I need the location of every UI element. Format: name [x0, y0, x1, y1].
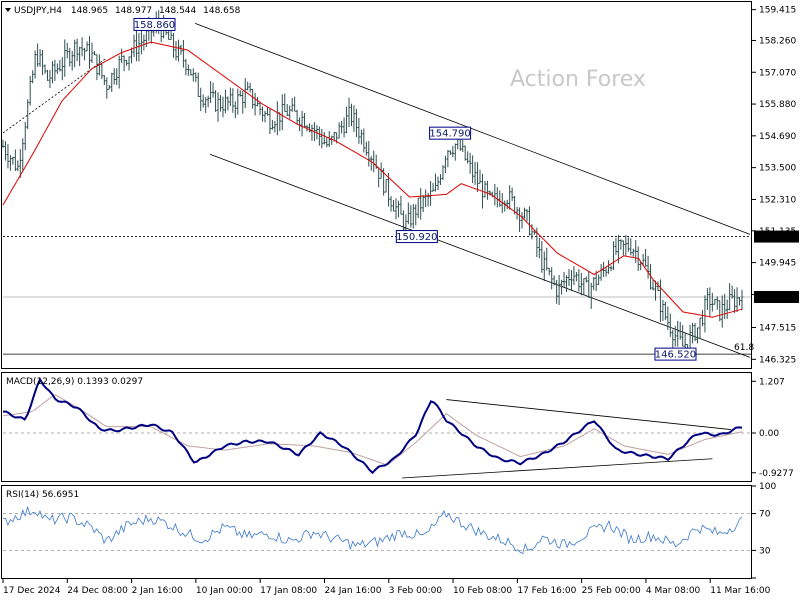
- early-trend-line: [2, 57, 107, 134]
- time-tick-label: 10 Feb 08:00: [453, 586, 512, 596]
- macd-trendline-lower: [402, 458, 713, 479]
- macd-main-line: [2, 377, 743, 475]
- rsi-layer: [3, 505, 751, 555]
- watermark: Action Forex: [510, 67, 646, 92]
- price-annotation-box: [429, 126, 472, 140]
- price-annotation-label: 146.520: [655, 350, 696, 361]
- price-annotation-box: [395, 230, 438, 244]
- price-annotation-label: 150.920: [396, 232, 437, 243]
- price-tick-label: 153.500: [759, 164, 796, 174]
- time-tick-label: 2 Jan 16:00: [132, 586, 184, 596]
- rsi-panel: [1, 485, 752, 579]
- current-price-tag-bg: [754, 290, 799, 303]
- collapse-triangle-icon[interactable]: [5, 8, 11, 12]
- axes-layer: 159.415 158.260 157.070 155.880 154.690 153.5…: [2, 6, 799, 596]
- price-tick-label: 155.880: [759, 100, 796, 110]
- time-tick-label: 3 Feb 00:00: [389, 586, 443, 596]
- time-tick-label: 24 Jan 16:00: [324, 586, 381, 596]
- price-annotation-box: [654, 347, 697, 361]
- ma-layer: [2, 41, 743, 318]
- candles-layer: [1, 10, 744, 356]
- time-tick-label: 10 Jan 00:00: [196, 586, 253, 596]
- price-tick-label: 152.310: [759, 195, 796, 205]
- level-150920-tag: 150.920: [757, 233, 794, 243]
- rsi-tick-label: 100: [759, 482, 776, 492]
- symbol-label: USDJPY,H4: [14, 6, 62, 16]
- ohlc-open: 148.965: [71, 6, 108, 16]
- ohlc-header: USDJPY,H4 148.965 148.977 148.544 148.65…: [14, 6, 241, 16]
- macd-trendline-upper: [446, 399, 731, 430]
- time-tick-label: 4 Mar 08:00: [646, 586, 701, 596]
- macd-layer: [2, 377, 751, 479]
- price-tick-label: 159.415: [759, 6, 796, 16]
- price-tick-label: 157.070: [759, 68, 796, 78]
- macd-tick-label: 1.207: [759, 377, 785, 387]
- time-tick-label: 17 Dec 2024: [3, 586, 61, 596]
- macd-tick-label: -0.9277: [759, 469, 794, 479]
- time-tick-label: 25 Feb 00:00: [582, 586, 641, 596]
- time-tick-label: 17 Jan 08:00: [260, 586, 317, 596]
- price-tick-label: 149.945: [759, 259, 796, 269]
- rsi-tick-label: 30: [759, 546, 771, 556]
- rsi-tick-label: 70: [759, 510, 771, 520]
- macd-label: MACD(12,26,9) 0.1393 0.0297: [6, 377, 143, 387]
- price-annotation-label: 154.790: [429, 129, 470, 140]
- rsi-label: RSI(14) 56.6951: [6, 490, 79, 500]
- price-annotation-label: 158.860: [134, 20, 175, 31]
- rsi-line: [3, 505, 743, 555]
- time-tick-label: 24 Dec 08:00: [67, 586, 128, 596]
- ohlc-low: 148.544: [159, 6, 196, 16]
- main-lines-layer: [2, 22, 751, 358]
- annotations-layer: 158.860 154.790 150.920 146.520 61.8: [133, 17, 754, 361]
- current-price-tag: 148.658: [757, 293, 794, 303]
- channel-lower-line: [209, 153, 751, 358]
- price-tick-label: 154.690: [759, 132, 796, 142]
- time-tick-label: 11 Mar 16:00: [710, 586, 770, 596]
- moving-average-line: [2, 41, 743, 318]
- price-tick-label: 158.260: [759, 36, 796, 46]
- time-tick-label: 17 Feb 16:00: [517, 586, 576, 596]
- channel-upper-line: [194, 22, 751, 235]
- price-tick-label: 146.325: [759, 355, 796, 365]
- ohlc-close: 148.658: [203, 6, 240, 16]
- price-annotation-box: [133, 17, 176, 31]
- ohlc-high: 148.977: [115, 6, 152, 16]
- fib-618-label: 61.8: [734, 343, 754, 353]
- price-tick-label: 147.515: [759, 324, 796, 334]
- level-150920-tag-bg: [754, 230, 799, 243]
- macd-tick-label: 0.00: [759, 429, 779, 439]
